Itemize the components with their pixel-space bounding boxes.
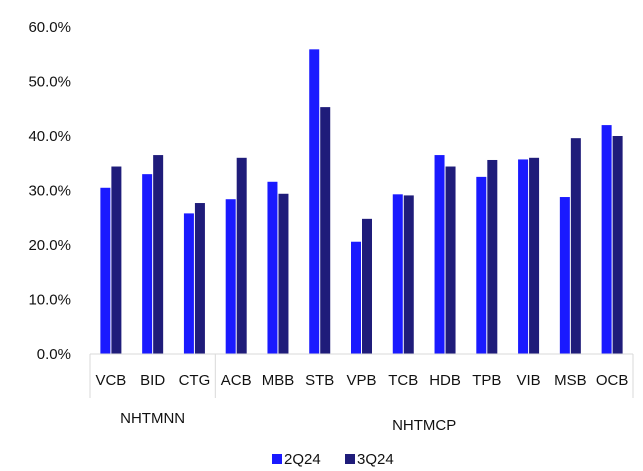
y-tick-label: 20.0% xyxy=(28,237,71,254)
bar-3q24-msb xyxy=(570,138,581,354)
bar-2q24-stb xyxy=(309,49,320,354)
y-tick-label: 40.0% xyxy=(28,128,71,145)
bar-3q24-acb xyxy=(236,157,247,354)
bar-3q24-vpb xyxy=(362,218,372,354)
group-label: NHTMCP xyxy=(392,417,456,434)
bar-2q24-bid xyxy=(142,174,153,354)
x-tick-label: MBB xyxy=(262,372,295,389)
x-tick-label: ACB xyxy=(221,372,252,389)
x-tick-label: MSB xyxy=(554,372,587,389)
x-tick-label: TCB xyxy=(388,372,418,389)
x-tick-label: OCB xyxy=(596,372,629,389)
bar-3q24-tcb xyxy=(403,195,414,354)
bar-2q24-tpb xyxy=(476,176,487,354)
bar-2q24-vcb xyxy=(100,187,111,354)
x-tick-label: VCB xyxy=(95,372,126,389)
x-tick-label: BID xyxy=(140,372,165,389)
x-tick-label: TPB xyxy=(472,372,501,389)
bar-3q24-bid xyxy=(153,155,164,354)
bar-3q24-mbb xyxy=(278,193,289,354)
bar-2q24-mbb xyxy=(267,181,278,354)
bars xyxy=(100,49,623,355)
bar-3q24-tpb xyxy=(487,159,498,354)
bar-3q24-vib xyxy=(529,157,540,354)
x-tick-label: STB xyxy=(305,372,334,389)
x-tick-label: VIB xyxy=(516,372,540,389)
bar-3q24-hdb xyxy=(445,166,456,354)
legend: 2Q24 3Q24 xyxy=(272,451,394,468)
legend-swatch-3q24 xyxy=(345,454,355,464)
bar-2q24-ctg xyxy=(183,213,194,354)
bar-2q24-tcb xyxy=(392,194,403,354)
bar-2q24-msb xyxy=(559,197,570,354)
y-axis: 0.0% 10.0% 20.0% 30.0% 40.0% 50.0% 60.0% xyxy=(28,19,71,363)
bar-3q24-ocb xyxy=(612,136,623,354)
bar-3q24-ctg xyxy=(194,203,205,354)
y-tick-label: 50.0% xyxy=(28,74,71,91)
legend-label: 2Q24 xyxy=(284,451,321,468)
bar-3q24-vcb xyxy=(111,166,122,354)
bar-2q24-vib xyxy=(518,159,529,354)
x-tick-label: HDB xyxy=(429,372,461,389)
x-tick-label: CTG xyxy=(179,372,211,389)
y-tick-label: 10.0% xyxy=(28,292,71,309)
bar-2q24-hdb xyxy=(434,155,445,354)
legend-label: 3Q24 xyxy=(357,451,394,468)
y-tick-label: 0.0% xyxy=(37,346,71,363)
y-tick-label: 60.0% xyxy=(28,19,71,36)
y-tick-label: 30.0% xyxy=(28,183,71,200)
bar-2q24-vpb xyxy=(351,241,361,354)
bar-2q24-acb xyxy=(225,199,236,354)
bar-3q24-stb xyxy=(320,107,331,355)
x-axis: VCB BID CTG ACB MBB STB VPB TCB HDB TPB VIB MSB OCB N… xyxy=(89,353,634,434)
x-tick-label: VPB xyxy=(346,372,376,389)
bar-2q24-ocb xyxy=(601,125,612,354)
group-label: NHTMNN xyxy=(120,410,185,427)
legend-swatch-2q24 xyxy=(272,454,282,464)
